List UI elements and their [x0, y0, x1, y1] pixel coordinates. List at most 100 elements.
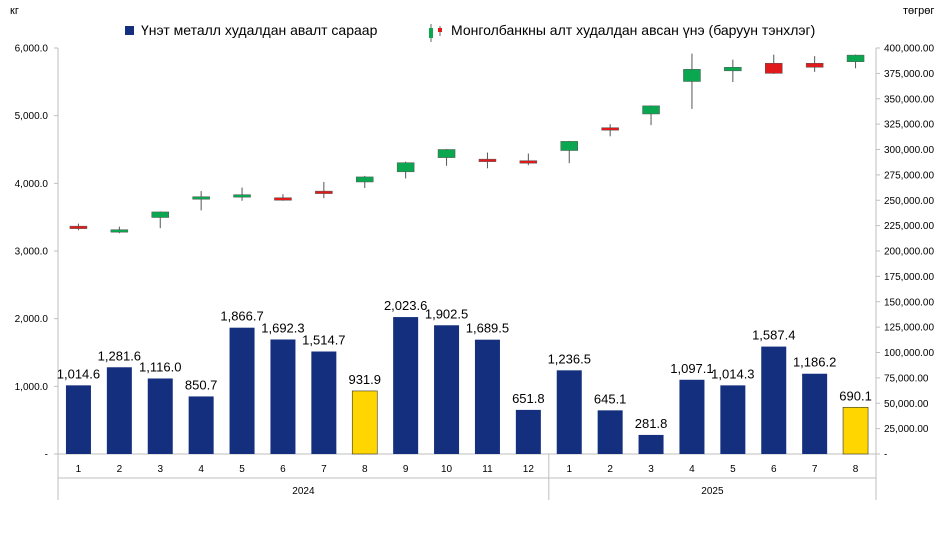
- bar-value-label: 1,186.2: [793, 355, 836, 370]
- month-label: 2: [117, 464, 123, 475]
- candle-body: [110, 229, 129, 233]
- legend-label-candles: Монголбанкны алт худалдан авсан үнэ (бар…: [451, 22, 815, 38]
- candle-12: [519, 153, 538, 166]
- month-label: 12: [523, 464, 535, 475]
- candle-4: [192, 191, 210, 211]
- candle-body: [805, 62, 824, 68]
- candle-18: [765, 54, 783, 74]
- candle-20: [846, 54, 865, 69]
- candle-body: [233, 194, 251, 198]
- month-label: 6: [280, 464, 286, 475]
- month-label: 6: [771, 464, 777, 475]
- month-label: 2: [607, 464, 613, 475]
- bar-13: [556, 370, 582, 454]
- bar-8: [351, 390, 378, 455]
- candle-11: [478, 152, 497, 169]
- bar-14: [597, 410, 623, 454]
- left-tick-label: 4,000.0: [15, 179, 49, 190]
- month-label: 7: [321, 464, 327, 475]
- left-tick-label: 6,000.0: [15, 44, 49, 55]
- left-tick-label: 5,000.0: [15, 111, 49, 122]
- month-label: 8: [853, 464, 859, 475]
- right-tick-label: 200,000.00: [884, 247, 934, 258]
- candle-body: [437, 149, 456, 158]
- bar-3: [147, 378, 173, 454]
- candlestick-series: [69, 53, 865, 234]
- candle-19: [805, 56, 824, 72]
- year-label: 2025: [701, 486, 724, 497]
- bar-18: [761, 346, 787, 454]
- month-label: 4: [689, 464, 695, 475]
- bar-17: [720, 385, 746, 454]
- right-tick-label: 400,000.00: [884, 44, 934, 55]
- right-tick-label: 50,000.00: [884, 399, 929, 410]
- axes-layer: - 1,000.0 2,000.0 3,000.0 4,000.0 5,000.0 6,00…: [15, 44, 935, 461]
- candle-9: [396, 161, 415, 179]
- month-label: 3: [648, 464, 654, 475]
- left-tick-label: 3,000.0: [15, 247, 49, 258]
- left-tick-label: 1,000.0: [15, 382, 49, 393]
- bar-1: [65, 385, 91, 454]
- bar-value-label: 1,587.4: [752, 328, 795, 343]
- bar-value-label: 281.8: [635, 416, 668, 431]
- month-label: 9: [403, 464, 409, 475]
- bar-value-label: 1,902.5: [425, 306, 468, 321]
- month-label: 5: [239, 464, 245, 475]
- bar-value-label: 1,014.6: [57, 366, 100, 381]
- candle-body: [151, 211, 169, 218]
- candle-body: [315, 190, 333, 194]
- candle-2: [110, 226, 129, 234]
- bar-value-label: 1,692.3: [261, 320, 304, 335]
- left-axis-unit: кг: [10, 5, 19, 17]
- right-tick-label: 325,000.00: [884, 120, 934, 131]
- bar-value-label: 2,023.6: [384, 298, 427, 313]
- bar-9: [393, 317, 419, 454]
- right-tick-label: 175,000.00: [884, 272, 934, 283]
- bar-value-label: 1,281.6: [98, 348, 141, 363]
- candle-body: [765, 62, 783, 74]
- bar-15: [638, 434, 664, 454]
- legend-swatch-bars: [125, 26, 134, 35]
- legend: Үнэт металл худалдан авалт сараар Монгол…: [125, 22, 815, 42]
- bar-10: [434, 325, 460, 454]
- candle-10: [437, 148, 456, 166]
- candle-body: [683, 69, 701, 82]
- right-tick-label: 300,000.00: [884, 145, 934, 156]
- candle-body: [396, 162, 415, 173]
- legend-label-bars: Үнэт металл худалдан авалт сараар: [141, 22, 378, 38]
- candle-body: [192, 196, 210, 200]
- bar-value-label: 1,689.5: [466, 321, 509, 336]
- month-label: 4: [198, 464, 204, 475]
- month-label: 1: [76, 464, 82, 475]
- right-tick-label: -: [884, 450, 887, 461]
- bar-value-label: 1,097.1: [670, 361, 713, 376]
- year-label: 2024: [292, 486, 315, 497]
- candle-8: [356, 175, 374, 189]
- month-label: 7: [812, 464, 818, 475]
- bar-12: [515, 409, 541, 454]
- month-label: 10: [441, 464, 453, 475]
- bar-value-label: 1,236.5: [548, 351, 591, 366]
- bar-6: [270, 339, 296, 454]
- month-label: 5: [730, 464, 736, 475]
- bar-7: [311, 351, 337, 454]
- right-tick-label: 75,000.00: [884, 373, 929, 384]
- bar-2: [106, 367, 132, 454]
- bar-value-label: 850.7: [185, 377, 218, 392]
- candle-body: [724, 67, 742, 72]
- right-axis-unit: төгрөг: [903, 5, 934, 17]
- candle-13: [560, 140, 578, 164]
- month-label: 3: [157, 464, 163, 475]
- right-tick-label: 250,000.00: [884, 196, 934, 207]
- right-tick-label: 225,000.00: [884, 221, 934, 232]
- legend-swatch-candles: [429, 24, 442, 42]
- bar-4: [188, 396, 214, 454]
- data-labels: 1,014.6 1,281.61,116.0 850.7 1,866.71,692.3…: [57, 298, 872, 431]
- candle-body: [274, 197, 292, 201]
- month-label: 11: [482, 464, 493, 475]
- left-tick-label: 2,000.0: [15, 314, 49, 325]
- candle-1: [69, 223, 88, 231]
- right-tick-label: 275,000.00: [884, 170, 934, 181]
